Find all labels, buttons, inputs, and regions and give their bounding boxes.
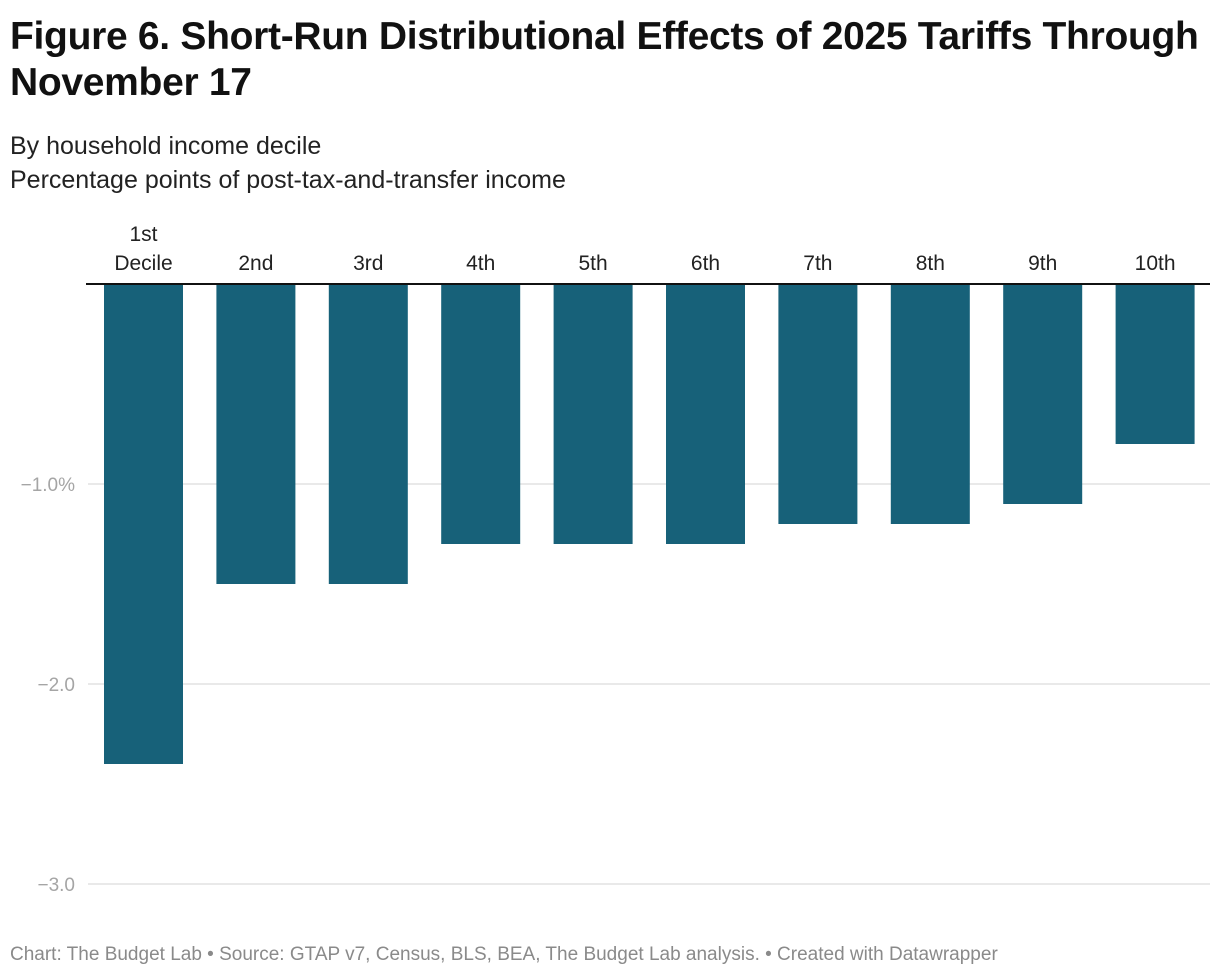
x-category-label: 4th [466, 252, 495, 275]
bar-1 [104, 284, 183, 764]
bar-6 [666, 284, 745, 544]
bar-9 [1003, 284, 1083, 504]
bar-2 [216, 284, 296, 584]
x-category-label: 5th [578, 252, 607, 275]
y-tick-label: −3.0 [37, 875, 75, 896]
x-category-label: 6th [691, 252, 720, 275]
bar-8 [890, 284, 970, 524]
x-category-label: 8th [916, 252, 945, 275]
bar-3 [328, 284, 408, 584]
bar-7 [778, 284, 858, 524]
y-tick-label: −1.0% [21, 475, 76, 496]
x-category-label: 7th [803, 252, 832, 275]
chart-footer: Chart: The Budget Lab • Source: GTAP v7,… [10, 944, 998, 965]
x-category-label: 3rd [353, 252, 383, 275]
x-category-label: 2nd [238, 252, 273, 275]
chart-subtitle-1: By household income decile [10, 132, 322, 160]
x-category-label: 9th [1028, 252, 1057, 275]
chart-title: Figure 6. Short-Run Distributional Effec… [10, 15, 1199, 104]
x-category-label: 10th [1135, 252, 1176, 275]
y-tick-label: −2.0 [37, 675, 75, 696]
bar-chart: −1.0% −2.0 −3.0 1st Decile 2nd 3rd 4th 5th 6th 7th… [21, 223, 1210, 896]
x-category-label: Decile [114, 252, 172, 275]
x-category-label: 1st [129, 223, 157, 246]
bar-5 [553, 284, 633, 544]
bar-10 [1115, 284, 1195, 444]
chart-subtitle-2: Percentage points of post-tax-and-transf… [10, 166, 566, 194]
bar-4 [441, 284, 521, 544]
